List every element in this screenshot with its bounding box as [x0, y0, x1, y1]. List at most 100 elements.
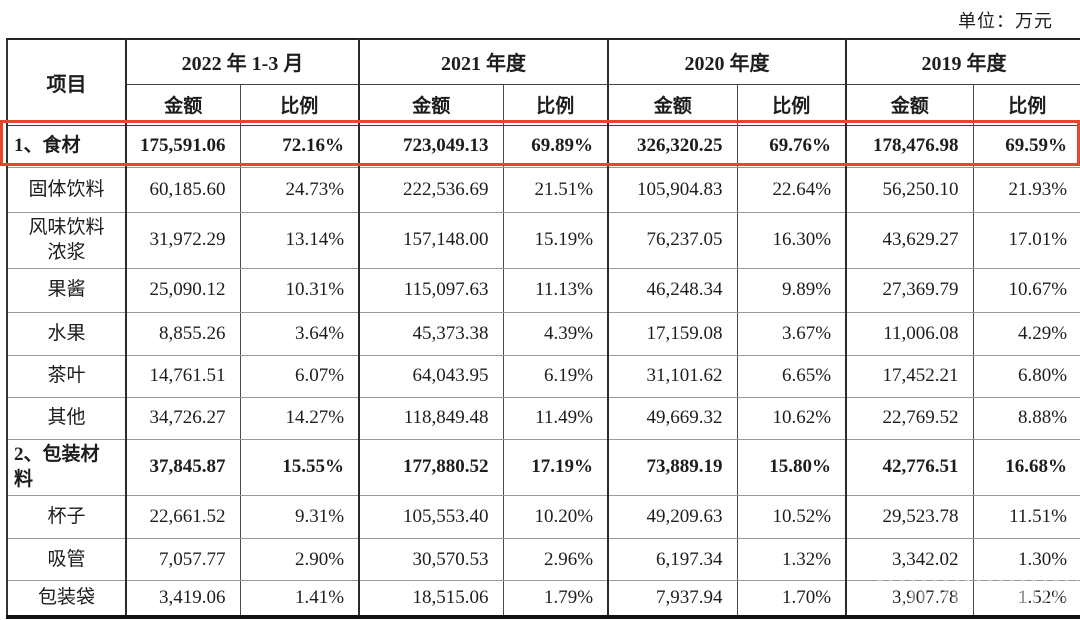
- table-row: 吸管 7,057.77 2.90% 30,570.53 2.96% 6,197.34 1.3…: [6, 538, 1080, 582]
- amount-cell: 118,849.48: [358, 397, 504, 440]
- ratio-cell: 11.51%: [972, 495, 1080, 540]
- year-group-header: 2022 年 1-3 月: [124, 39, 360, 85]
- amount-cell: 157,148.00: [358, 212, 504, 269]
- amount-cell: 175,591.06: [125, 125, 240, 168]
- amount-cell: 49,209.63: [607, 495, 738, 540]
- ratio-cell: 16.68%: [972, 439, 1080, 497]
- ratio-cell: 69.89%: [502, 125, 609, 168]
- amount-cell: 22,661.52: [125, 495, 240, 540]
- table-body: 1、食材 175,591.06 72.16% 723,049.13 69.89% 326,…: [6, 125, 1080, 618]
- amount-cell: 49,669.32: [607, 397, 738, 440]
- amount-cell: 30,570.53: [358, 538, 504, 582]
- table-row: 茶叶 14,761.51 6.07% 64,043.95 6.19% 31,101.62 6…: [6, 355, 1080, 398]
- ratio-cell: 69.59%: [972, 125, 1080, 168]
- ratio-header: 比例: [239, 84, 360, 126]
- ratio-cell: 1.70%: [736, 580, 847, 618]
- amount-cell: 27,369.79: [845, 268, 974, 313]
- row-label-cell: 包装袋: [6, 580, 126, 618]
- ratio-cell: 3.67%: [736, 312, 847, 356]
- amount-cell: 34,726.27: [125, 397, 240, 440]
- row-label-cell: 杯子: [6, 495, 126, 540]
- ratio-cell: 10.67%: [972, 268, 1080, 313]
- amount-cell: 105,553.40: [358, 495, 504, 540]
- amount-cell: 17,159.08: [607, 312, 738, 356]
- year-group-header: 2021 年度: [358, 39, 609, 85]
- amount-cell: 76,237.05: [607, 212, 738, 269]
- amount-cell: 7,057.77: [125, 538, 240, 582]
- ratio-cell: 16.30%: [736, 212, 847, 269]
- ratio-cell: 69.76%: [736, 125, 847, 168]
- table-row: 包装袋 3,419.06 1.41% 18,515.06 1.79% 7,937.94 1.…: [6, 580, 1080, 618]
- table-row: 果酱 25,090.12 10.31% 115,097.63 11.13% 46,248.…: [6, 268, 1080, 313]
- amount-cell: 14,761.51: [125, 355, 240, 398]
- ratio-header: 比例: [736, 84, 847, 126]
- ratio-cell: 14.27%: [239, 397, 360, 440]
- ratio-cell: 10.52%: [736, 495, 847, 540]
- row-label-cell: 1、食材: [6, 125, 126, 168]
- amount-header: 金额: [845, 84, 974, 126]
- ratio-cell: 8.88%: [972, 397, 1080, 440]
- ratio-cell: 1.30%: [972, 538, 1080, 582]
- unit-label: 单位：万元: [958, 11, 1053, 31]
- table-row: 其他 34,726.27 14.27% 118,849.48 11.49% 49,669.…: [6, 397, 1080, 440]
- ratio-cell: 3.64%: [239, 312, 360, 356]
- year-group-header: 2020 年度: [607, 39, 847, 85]
- ratio-cell: 1.52%: [972, 580, 1080, 618]
- amount-cell: 3,342.02: [845, 538, 974, 582]
- amount-cell: 46,248.34: [607, 268, 738, 313]
- amount-cell: 43,629.27: [845, 212, 974, 269]
- amount-cell: 37,845.87: [125, 439, 240, 497]
- amount-cell: 11,006.08: [845, 312, 974, 356]
- table-row: 固体饮料 60,185.60 24.73% 222,536.69 21.51% 105,9…: [6, 167, 1080, 213]
- table-header: 项目 2022 年 1-3 月 2021 年度 2020 年度 2019 年度 金额 比例金…: [6, 39, 1080, 126]
- item-header-cell: 项目: [6, 39, 126, 126]
- row-label-cell: 风味饮料 浓浆: [6, 212, 126, 269]
- ratio-cell: 17.19%: [502, 439, 609, 497]
- table-row: 1、食材 175,591.06 72.16% 723,049.13 69.89% 326,…: [6, 125, 1080, 168]
- ratio-cell: 17.01%: [972, 212, 1080, 269]
- ratio-cell: 6.80%: [972, 355, 1080, 398]
- ratio-cell: 2.96%: [502, 538, 609, 582]
- ratio-cell: 24.73%: [239, 167, 360, 213]
- ratio-cell: 11.49%: [502, 397, 609, 440]
- amount-cell: 723,049.13: [358, 125, 504, 168]
- amount-cell: 73,889.19: [607, 439, 738, 497]
- ratio-cell: 6.65%: [736, 355, 847, 398]
- ratio-cell: 10.31%: [239, 268, 360, 313]
- table-row: 2、包装材 料 37,845.87 15.55% 177,880.52 17.19% 73…: [6, 439, 1080, 497]
- amount-header: 金额: [358, 84, 504, 126]
- amount-cell: 31,101.62: [607, 355, 738, 398]
- table-row: 风味饮料 浓浆 31,972.29 13.14% 157,148.00 15.19% 76…: [6, 212, 1080, 269]
- amount-cell: 60,185.60: [125, 167, 240, 213]
- table-row: 水果 8,855.26 3.64% 45,373.38 4.39% 17,159.08 3.…: [6, 312, 1080, 356]
- ratio-cell: 13.14%: [239, 212, 360, 269]
- amount-cell: 17,452.21: [845, 355, 974, 398]
- amount-cell: 3,419.06: [125, 580, 240, 618]
- ratio-cell: 9.31%: [239, 495, 360, 540]
- ratio-cell: 10.20%: [502, 495, 609, 540]
- ratio-cell: 15.55%: [239, 439, 360, 497]
- ratio-cell: 72.16%: [239, 125, 360, 168]
- amount-cell: 8,855.26: [125, 312, 240, 356]
- ratio-cell: 6.07%: [239, 355, 360, 398]
- cost-table: 项目 2022 年 1-3 月 2021 年度 2020 年度 2019 年度 金额 比例金…: [6, 38, 1080, 619]
- amount-cell: 22,769.52: [845, 397, 974, 440]
- ratio-cell: 1.79%: [502, 580, 609, 618]
- ratio-cell: 22.64%: [736, 167, 847, 213]
- row-label-cell: 固体饮料: [6, 167, 126, 213]
- amount-cell: 115,097.63: [358, 268, 504, 313]
- ratio-cell: 15.19%: [502, 212, 609, 269]
- amount-cell: 42,776.51: [845, 439, 974, 497]
- amount-cell: 18,515.06: [358, 580, 504, 618]
- amount-cell: 45,373.38: [358, 312, 504, 356]
- ratio-cell: 9.89%: [736, 268, 847, 313]
- amount-cell: 177,880.52: [358, 439, 504, 497]
- amount-cell: 222,536.69: [358, 167, 504, 213]
- ratio-cell: 1.41%: [239, 580, 360, 618]
- table-row: 杯子 22,661.52 9.31% 105,553.40 10.20% 49,209.6…: [6, 495, 1080, 540]
- ratio-cell: 6.19%: [502, 355, 609, 398]
- amount-cell: 326,320.25: [607, 125, 738, 168]
- ratio-cell: 2.90%: [239, 538, 360, 582]
- amount-cell: 6,197.34: [607, 538, 738, 582]
- row-label-cell: 2、包装材 料: [6, 439, 126, 497]
